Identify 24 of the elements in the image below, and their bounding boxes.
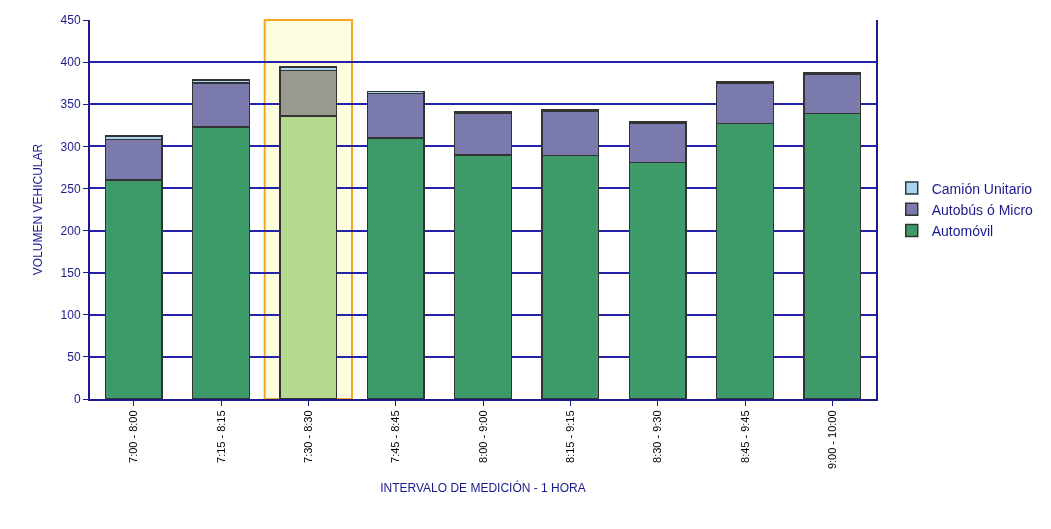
- x-tick-label: 7:30 - 8:30: [301, 410, 314, 463]
- x-tick-label: 8:45 - 9:45: [738, 410, 751, 463]
- x-tick-label: 9:00 - 10:00: [825, 410, 838, 470]
- x-tick-label: 7:00 - 8:00: [127, 410, 140, 463]
- y-axis-title: VOLUMEN VEHICULAR: [31, 143, 46, 276]
- legend-label: Camión Unitario: [931, 180, 1033, 197]
- y-tick-label: 300: [60, 139, 81, 154]
- x-tick-label: 8:15 - 9:15: [563, 410, 576, 463]
- y-tick-label: 450: [60, 13, 81, 28]
- x-tick-label: 7:45 - 8:45: [389, 410, 402, 463]
- y-tick-label: 350: [60, 97, 81, 112]
- x-tick-label: 8:00 - 9:00: [476, 410, 489, 463]
- legend-label: Autobús ó Micro: [931, 201, 1034, 218]
- x-axis-title: INTERVALO DE MEDICIÓN - 1 HORA: [380, 479, 586, 495]
- y-tick-label: 200: [60, 223, 81, 238]
- y-tick-label: 0: [73, 392, 81, 407]
- y-tick-label: 50: [67, 350, 81, 365]
- y-tick-label: 400: [60, 55, 81, 70]
- legend-label: Automóvil: [931, 222, 994, 239]
- y-tick-label: 250: [60, 181, 81, 196]
- y-tick-label: 100: [60, 307, 81, 322]
- y-tick-label: 150: [60, 265, 81, 280]
- x-tick-label: 8:30 - 9:30: [651, 410, 664, 463]
- x-tick-label: 7:15 - 8:15: [214, 410, 227, 463]
